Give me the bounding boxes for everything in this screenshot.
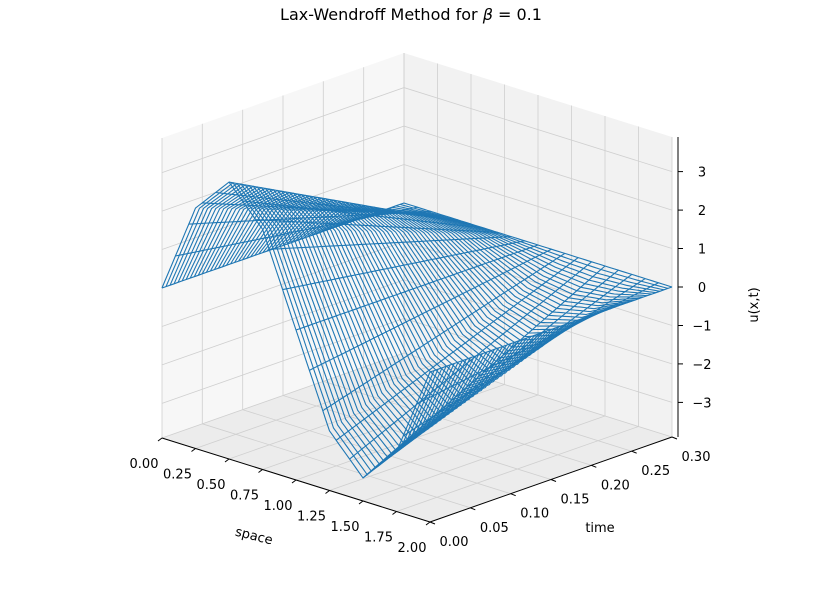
surface-line-x bbox=[416, 282, 659, 405]
x-tick-label: 1.50 bbox=[331, 520, 360, 535]
z-axis-label: u(x,t) bbox=[747, 287, 762, 322]
surface-line-x bbox=[322, 252, 566, 412]
y-tick-label: 0.00 bbox=[440, 535, 469, 550]
surface-line-x bbox=[228, 181, 472, 225]
chart-title-symbol: β bbox=[482, 5, 493, 24]
y-tick-label: 0.05 bbox=[480, 521, 509, 536]
x-tick-label: 0.75 bbox=[230, 489, 259, 504]
surface-line-x bbox=[429, 286, 673, 373]
x-tick bbox=[325, 490, 330, 494]
y-tick-label: 0.20 bbox=[601, 478, 630, 493]
surface-line-x bbox=[335, 257, 579, 441]
y-tick bbox=[470, 507, 476, 511]
x-tick bbox=[291, 479, 297, 484]
gridline-z bbox=[161, 87, 673, 173]
y-tick bbox=[631, 450, 637, 454]
gridline-z bbox=[161, 241, 673, 327]
x-tick-label: 0.25 bbox=[163, 468, 192, 483]
y-tick-label: 0.25 bbox=[641, 464, 670, 479]
z-tick-label: −3 bbox=[692, 396, 711, 411]
surface-line-x bbox=[175, 206, 418, 257]
z-tick-label: 2 bbox=[698, 204, 706, 219]
y-tick bbox=[510, 493, 516, 497]
x-tick bbox=[224, 458, 230, 463]
x-tick-label: 1.25 bbox=[297, 510, 326, 525]
z-tick-label: −1 bbox=[692, 320, 711, 335]
surface-line-x bbox=[269, 236, 512, 250]
gridline-z bbox=[161, 279, 673, 366]
y-tick bbox=[550, 479, 557, 482]
z-tick-label: 0 bbox=[698, 281, 706, 296]
surface-line-x bbox=[255, 219, 498, 233]
chart-title-suffix: = 0.1 bbox=[493, 5, 542, 24]
x-tick bbox=[258, 469, 263, 473]
x-tick bbox=[392, 511, 397, 515]
x-tick bbox=[191, 448, 196, 452]
x-tick-label: 0.00 bbox=[130, 457, 159, 472]
surface-line-x bbox=[282, 240, 525, 291]
y-tick bbox=[671, 436, 678, 440]
x-axis-label: space bbox=[234, 525, 275, 549]
svg-text:Lax-Wendroff Method for β = 0.: Lax-Wendroff Method for β = 0.1 bbox=[280, 5, 542, 24]
x-tick-label: 0.50 bbox=[197, 478, 226, 493]
y-tick-label: 0.30 bbox=[682, 450, 711, 465]
x-tick-label: 2.00 bbox=[398, 541, 427, 556]
gridline-t bbox=[363, 67, 632, 452]
gridline-t bbox=[242, 109, 511, 495]
surface-line-x bbox=[242, 200, 485, 229]
y-tick bbox=[591, 464, 597, 468]
z-tick-label: 1 bbox=[698, 243, 706, 258]
surface-line-x bbox=[161, 202, 405, 289]
gridline-t bbox=[322, 81, 592, 466]
x-tick bbox=[425, 521, 431, 526]
chart-title: Lax-Wendroff Method for β = 0.1 bbox=[280, 5, 542, 24]
surface-line-x bbox=[188, 210, 431, 225]
gridline-t bbox=[403, 53, 673, 438]
y-tick-label: 0.15 bbox=[561, 493, 590, 508]
y-tick-label: 0.10 bbox=[520, 507, 549, 522]
x-tick-label: 1.75 bbox=[364, 531, 393, 546]
surface-line-x bbox=[349, 261, 592, 460]
y-tick bbox=[429, 521, 436, 525]
y-axis-label: time bbox=[585, 521, 614, 536]
z-tick-label: −2 bbox=[692, 358, 711, 373]
axes-ticks: 0.00 0.25 0.50 0.75 1.00 1.25 1.50 1.75 2.00 0.00… bbox=[130, 166, 712, 556]
x-tick bbox=[157, 437, 163, 442]
z-tick-label: 3 bbox=[698, 166, 706, 181]
surface-line-x bbox=[376, 269, 619, 468]
surface-line-x bbox=[295, 244, 539, 331]
x-tick-label: 1.00 bbox=[264, 499, 293, 514]
surface-line-x bbox=[402, 278, 646, 437]
chart-title-text: Lax-Wendroff Method for bbox=[280, 5, 483, 24]
surface-line-x bbox=[362, 265, 606, 479]
surface-line-x bbox=[309, 248, 552, 371]
gridline-z bbox=[161, 125, 673, 212]
x-tick bbox=[358, 500, 364, 505]
surface-wireframe bbox=[161, 181, 673, 479]
